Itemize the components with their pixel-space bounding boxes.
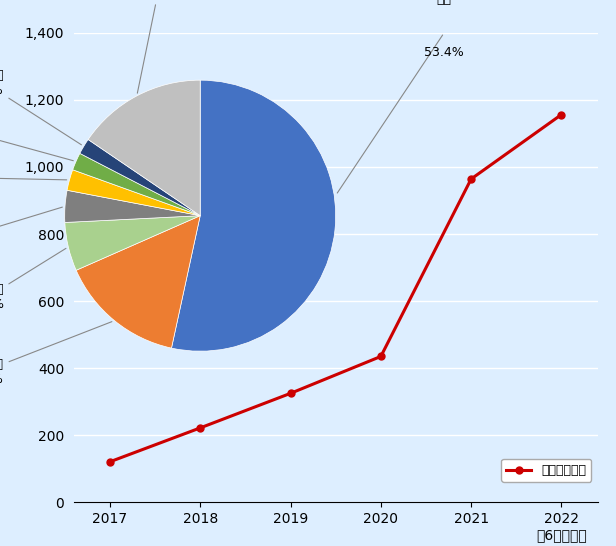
Text: 中国
15.0%: 中国 15.0% — [0, 322, 112, 385]
ユニコーン数 — [107, 459, 114, 465]
Text: 米国: 米国 — [437, 0, 452, 5]
Wedge shape — [80, 139, 200, 216]
Wedge shape — [76, 216, 200, 348]
ユニコーン数 — [197, 425, 204, 431]
Wedge shape — [65, 216, 200, 270]
Legend: ユニコーン数: ユニコーン数 — [501, 459, 591, 482]
Text: インド
5.8%: インド 5.8% — [0, 248, 66, 311]
Text: その他
15.5%: その他 15.5% — [137, 0, 179, 93]
ユニコーン数 — [377, 353, 384, 360]
ユニコーン数 — [287, 390, 294, 396]
Text: ドイツ
2.5%: ドイツ 2.5% — [0, 164, 67, 192]
Wedge shape — [88, 80, 200, 216]
Text: イスラエル
1.9%: イスラエル 1.9% — [0, 69, 81, 145]
Text: 53.4%: 53.4% — [424, 46, 464, 60]
ユニコーン数 — [468, 176, 475, 182]
ユニコーン数 — [557, 111, 565, 118]
Wedge shape — [65, 190, 200, 222]
Text: フランス
2.1%: フランス 2.1% — [0, 117, 73, 161]
Wedge shape — [171, 80, 336, 351]
Wedge shape — [73, 153, 200, 216]
Wedge shape — [67, 170, 200, 216]
Line: ユニコーン数: ユニコーン数 — [107, 111, 565, 465]
Text: 英国
3.8%: 英国 3.8% — [0, 207, 62, 250]
